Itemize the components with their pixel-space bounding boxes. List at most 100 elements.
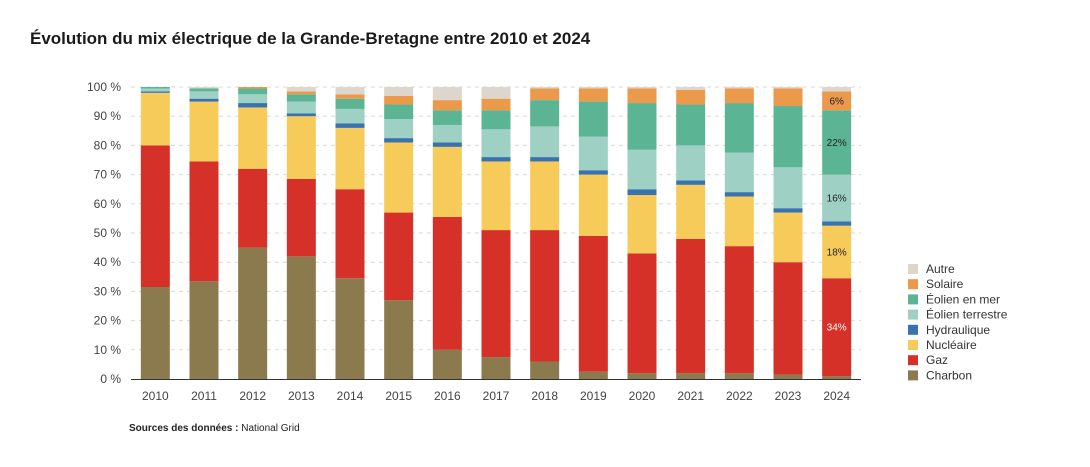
bar-segment bbox=[286, 178, 316, 257]
bar-segment bbox=[335, 108, 365, 124]
legend-swatch bbox=[908, 294, 918, 305]
bar-segment bbox=[676, 89, 706, 105]
bar-segment bbox=[238, 103, 268, 108]
bar-segment bbox=[335, 87, 365, 95]
bar-segment bbox=[432, 349, 462, 379]
bar-segment bbox=[578, 136, 608, 171]
bar-segment bbox=[384, 212, 414, 301]
bar-segment bbox=[481, 98, 511, 111]
source-label: Sources des données : bbox=[129, 423, 239, 434]
bar-segment bbox=[140, 91, 170, 93]
bar-segment bbox=[578, 371, 608, 379]
chart-title: Évolution du mix électrique de la Grande… bbox=[30, 29, 591, 48]
bar-segment bbox=[676, 180, 706, 185]
bar-segment bbox=[822, 174, 852, 222]
bar-segment bbox=[432, 100, 462, 111]
bar-segment bbox=[238, 107, 268, 169]
y-tick-label: 10 % bbox=[94, 343, 122, 357]
bar-segment bbox=[286, 256, 316, 379]
legend-swatch bbox=[908, 279, 918, 290]
bar-segment bbox=[724, 246, 754, 374]
bar-segment bbox=[335, 123, 365, 128]
bar-segment bbox=[286, 113, 316, 117]
bar-segment bbox=[189, 88, 219, 92]
bar-segment bbox=[530, 230, 560, 362]
bar-segment bbox=[238, 88, 268, 95]
y-tick-label: 90 % bbox=[94, 109, 122, 123]
bar-segment bbox=[773, 87, 803, 89]
bar-segment bbox=[578, 88, 608, 102]
x-tick-label: 2011 bbox=[191, 389, 217, 403]
bar-segment bbox=[335, 98, 365, 109]
bar-segment bbox=[578, 87, 608, 89]
legend-swatch bbox=[908, 340, 918, 350]
bar-segment bbox=[724, 192, 754, 197]
bar-segment bbox=[627, 103, 657, 150]
bar-segment bbox=[238, 94, 268, 104]
y-tick-label: 0 % bbox=[100, 372, 121, 386]
bar-segment bbox=[724, 103, 754, 153]
bar-segment bbox=[286, 91, 316, 95]
legend-label: Gaz bbox=[926, 353, 948, 367]
y-tick-label: 30 % bbox=[94, 284, 122, 298]
bar-segment bbox=[773, 262, 803, 375]
bar-segment bbox=[822, 91, 852, 111]
source-value: National Grid bbox=[241, 423, 300, 434]
bar-segment bbox=[140, 92, 170, 146]
bar-segment bbox=[189, 98, 219, 102]
bar-segment bbox=[481, 161, 511, 231]
bar-segment bbox=[238, 168, 268, 248]
bar-segment bbox=[530, 361, 560, 379]
y-tick-label: 100 % bbox=[87, 80, 121, 94]
data-source-note: Sources des données : National Grid bbox=[129, 423, 300, 434]
bar-segment bbox=[286, 101, 316, 114]
bar-segment bbox=[286, 87, 316, 92]
legend-swatch bbox=[908, 324, 918, 335]
bar-segment bbox=[432, 87, 462, 101]
bar-segment bbox=[384, 300, 414, 379]
bar-segment bbox=[189, 91, 219, 99]
x-tick-label: 2010 bbox=[142, 389, 169, 403]
bar-segment bbox=[481, 87, 511, 99]
legend-label: Éolien en mer bbox=[926, 291, 1000, 306]
bar-segment bbox=[773, 105, 803, 168]
bar-segment bbox=[578, 174, 608, 236]
bar-segment bbox=[530, 100, 560, 127]
bar-segment bbox=[384, 142, 414, 213]
bar-segment bbox=[773, 167, 803, 209]
bar-segment bbox=[481, 357, 511, 379]
bar-segment bbox=[530, 87, 560, 89]
bar-segment bbox=[822, 87, 852, 92]
x-tick-label: 2013 bbox=[288, 389, 315, 403]
legend-swatch bbox=[908, 309, 918, 320]
bar-segment bbox=[627, 373, 657, 379]
bar-segment bbox=[384, 119, 414, 139]
bar-segment bbox=[530, 126, 560, 158]
bar-segment bbox=[578, 101, 608, 137]
x-tick-label: 2023 bbox=[775, 389, 802, 403]
bar-segment bbox=[578, 235, 608, 372]
data-label: 22% bbox=[827, 138, 847, 149]
bar-segment bbox=[627, 195, 657, 254]
y-tick-label: 40 % bbox=[94, 255, 122, 269]
bar-segment bbox=[627, 189, 657, 196]
bar-segment bbox=[773, 374, 803, 379]
bar-segment bbox=[627, 88, 657, 104]
bar-segment bbox=[432, 124, 462, 143]
bar-segment bbox=[530, 88, 560, 101]
bar-segment bbox=[822, 278, 852, 377]
bar-segment bbox=[481, 110, 511, 130]
bar-segment bbox=[724, 87, 754, 89]
y-tick-label: 20 % bbox=[94, 314, 122, 328]
bar-segment bbox=[384, 104, 414, 120]
bar-segment bbox=[627, 253, 657, 374]
bar-segment bbox=[335, 94, 365, 99]
legend-label: Hydraulique bbox=[926, 323, 990, 337]
x-tick-label: 2018 bbox=[531, 389, 558, 403]
bar-segment bbox=[432, 142, 462, 147]
bar-segment bbox=[384, 87, 414, 96]
bar-segment bbox=[676, 145, 706, 181]
bar-segment bbox=[530, 161, 560, 231]
x-tick-label: 2021 bbox=[677, 389, 704, 403]
x-tick-label: 2014 bbox=[337, 389, 364, 403]
